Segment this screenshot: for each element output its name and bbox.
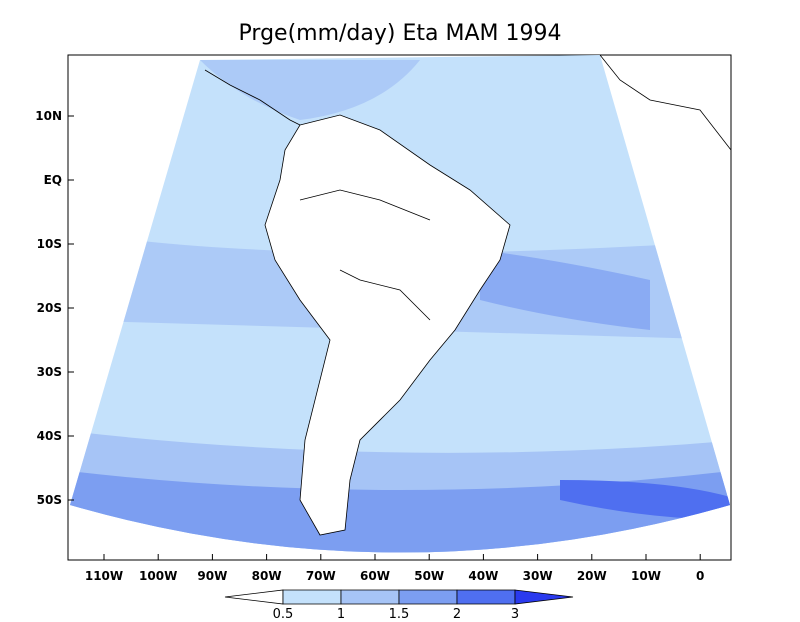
lon-label: 90W: [197, 569, 227, 583]
lon-label: 10W: [631, 569, 661, 583]
colorbar-segment: [514, 589, 574, 605]
lon-labels: 110W 100W 90W 80W 70W 60W 50W 40W 30W 20W 10W 0: [85, 554, 704, 583]
precip-field: [70, 55, 730, 553]
lat-label: 20S: [37, 301, 62, 315]
lat-label: 10N: [35, 109, 62, 123]
lat-label: 10S: [37, 237, 62, 251]
colorbar-segment: [282, 589, 342, 605]
lon-label: 100W: [139, 569, 177, 583]
colorbar-label: 3: [511, 607, 519, 618]
lat-label: EQ: [44, 173, 62, 187]
lon-label: 30W: [523, 569, 553, 583]
lat-label: 50S: [37, 493, 62, 507]
colorbar-label: 1.5: [389, 607, 410, 618]
colorbar-label: 2: [453, 607, 461, 618]
coastlines: [204, 54, 732, 536]
lon-label: 110W: [85, 569, 123, 583]
lon-label: 50W: [414, 569, 444, 583]
lat-labels: 10N EQ 10S 20S 30S 40S 50S: [35, 109, 74, 507]
lon-label: 80W: [252, 569, 282, 583]
colorbar-label: 0.5: [273, 607, 294, 618]
lat-label: 30S: [37, 365, 62, 379]
map-title: Prge(mm/day) Eta MAM 1994: [239, 21, 562, 46]
colorbar-segment: [224, 589, 284, 605]
lat-label: 40S: [37, 429, 62, 443]
colorbar-segment: [340, 589, 400, 605]
colorbar-label: 1: [337, 607, 345, 618]
lon-label: 20W: [577, 569, 607, 583]
colorbar-segment: [398, 589, 458, 605]
lon-label: 40W: [468, 569, 498, 583]
colorbar-segment: [456, 589, 516, 605]
lon-label: 0: [696, 569, 704, 583]
lon-label: 60W: [360, 569, 390, 583]
colorbar: 0.5 1 1.5 2 3: [224, 589, 574, 622]
lon-label: 70W: [306, 569, 336, 583]
